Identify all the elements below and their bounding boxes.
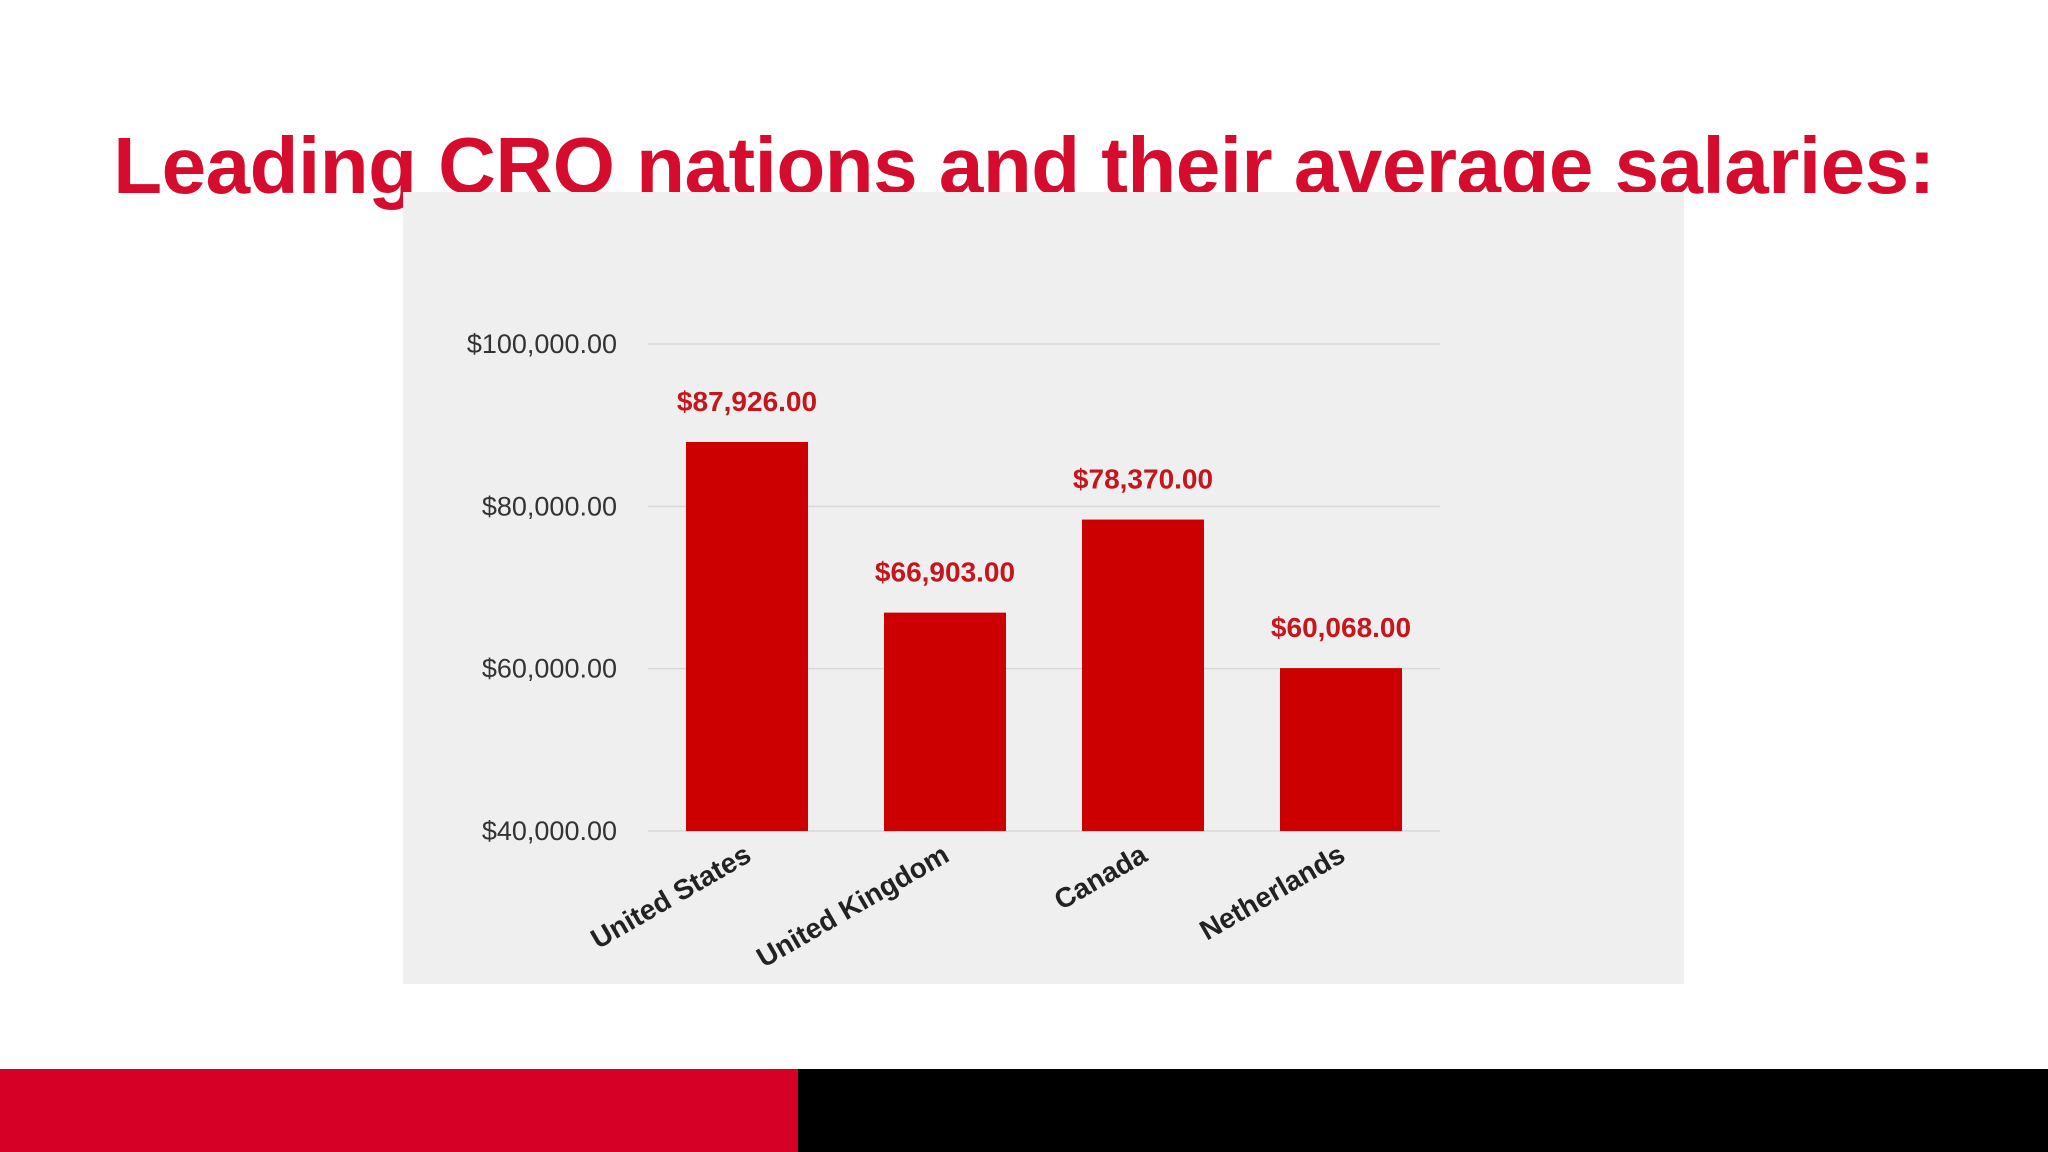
data-label: $87,926.00 [677,386,817,417]
x-tick-label: Netherlands [1194,838,1350,946]
x-tick-label: Canada [1049,838,1152,916]
data-label: $78,370.00 [1073,464,1213,495]
footer-bar-black [798,1069,2048,1152]
data-label: $60,068.00 [1271,612,1411,643]
bar [686,442,808,831]
x-tick-label: United Kingdom [751,838,954,973]
data-label: $66,903.00 [875,557,1015,588]
y-tick-label: $100,000.00 [467,329,617,359]
bar [1082,519,1204,831]
footer-bar-red [0,1069,798,1152]
bar [884,612,1006,831]
chart-panel: $40,000.00 $60,000.00 $80,000.00 $100,000.0… [403,192,1684,984]
y-tick-label: $40,000.00 [482,816,617,846]
y-tick-label: $60,000.00 [482,654,617,684]
y-tick-label: $80,000.00 [482,491,617,521]
bar-chart: $40,000.00 $60,000.00 $80,000.00 $100,000.0… [467,329,1440,973]
bar [1280,668,1402,831]
x-tick-label: United States [586,838,756,954]
